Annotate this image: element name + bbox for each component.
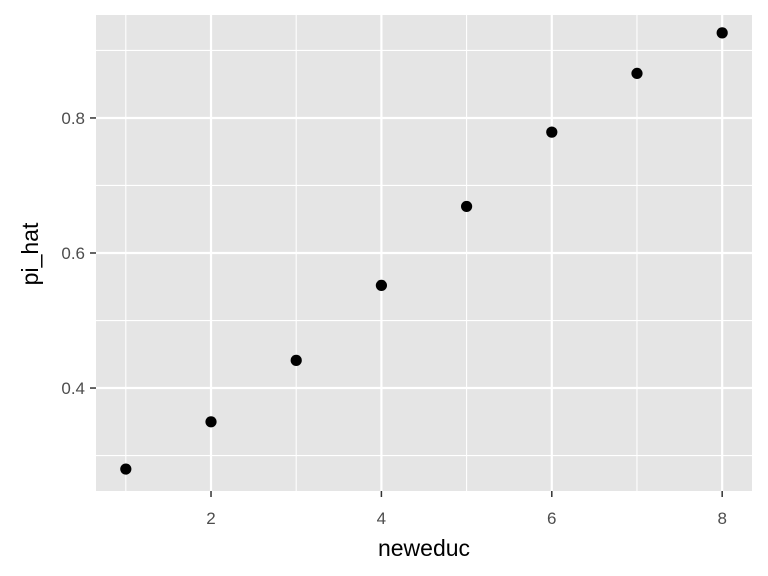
data-points xyxy=(120,27,728,475)
y-tick-label: 0.4 xyxy=(61,379,85,398)
x-tick-label: 8 xyxy=(717,509,726,528)
y-axis: 0.4 0.6 0.8 xyxy=(61,109,96,398)
data-point xyxy=(546,126,558,138)
major-gridlines xyxy=(96,15,752,491)
x-tick-label: 4 xyxy=(377,509,386,528)
y-tick-label: 0.8 xyxy=(61,109,85,128)
x-tick-label: 2 xyxy=(206,509,215,528)
data-point xyxy=(460,200,473,213)
data-point xyxy=(631,67,643,80)
data-point xyxy=(716,27,728,39)
x-tick-label: 6 xyxy=(547,509,556,528)
data-point xyxy=(205,416,217,428)
x-axis: 2 4 6 8 xyxy=(206,491,727,528)
data-point xyxy=(375,279,388,292)
y-tick-label: 0.6 xyxy=(61,244,85,263)
y-axis-title: pi_hat xyxy=(17,222,43,285)
data-point xyxy=(290,354,302,366)
x-axis-title: neweduc xyxy=(378,535,470,561)
data-point xyxy=(120,463,132,475)
